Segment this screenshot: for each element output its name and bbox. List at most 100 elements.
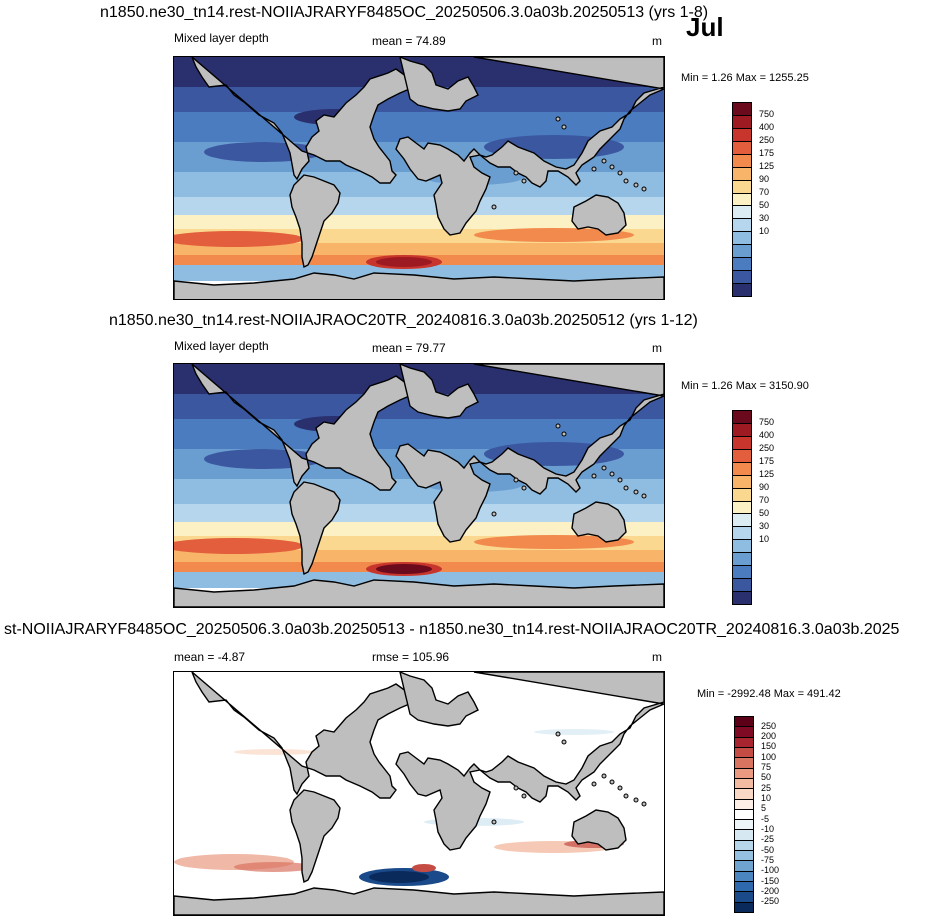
panel2-map <box>173 363 665 608</box>
colorbar-swatch <box>732 218 752 233</box>
island <box>633 182 639 188</box>
colorbar-tick-label: 70 <box>759 495 770 506</box>
colorbar-tick-label: -75 <box>761 854 775 865</box>
colorbar-swatch <box>732 166 752 181</box>
colorbar-tick-label: 10 <box>759 225 770 236</box>
panel1-mean-label: mean = 74.89 <box>372 34 446 48</box>
island <box>561 739 567 745</box>
colorbar-swatch <box>732 565 752 580</box>
colorbar-tick-label: 90 <box>759 482 770 493</box>
colorbar-tick-label: 175 <box>759 148 775 159</box>
island <box>561 431 567 437</box>
land-mass <box>399 364 479 419</box>
colorbar-tick-label: 25 <box>761 782 772 793</box>
land-mass <box>395 364 664 543</box>
world-map-mld-difference <box>174 672 664 915</box>
colorbar-tick-label: -5 <box>761 813 770 824</box>
island <box>591 473 597 479</box>
panel2-title: n1850.ne30_tn14.rest-NOIIAJRAOC20TR_2024… <box>109 312 698 329</box>
island <box>623 178 629 184</box>
panel2-minmax: Min = 1.26 Max = 3150.90 <box>681 380 809 392</box>
panel1-minmax: Min = 1.26 Max = 1255.25 <box>681 72 809 84</box>
land-mass <box>399 672 479 727</box>
colorbar-tick-label: 50 <box>761 772 772 783</box>
colorbar-swatch <box>732 153 752 168</box>
colorbar-swatch <box>732 552 752 567</box>
colorbar-tick-label: 10 <box>759 533 770 544</box>
island <box>609 164 615 170</box>
colorbar-tick-label: 400 <box>759 122 775 133</box>
island <box>617 170 623 176</box>
island <box>591 781 597 787</box>
island <box>601 158 607 164</box>
island <box>561 124 567 130</box>
colorbar-tick-label: 70 <box>759 187 770 198</box>
land-mass <box>571 501 627 543</box>
panel3-minmax: Min = -2992.48 Max = 491.42 <box>697 688 841 700</box>
colorbar-swatch <box>732 435 752 450</box>
island <box>491 204 497 210</box>
panel2-mean-label: mean = 79.77 <box>372 341 446 355</box>
panel3-units: m <box>652 650 662 664</box>
colorbar-tick-label: 50 <box>759 199 770 210</box>
panel2-variable-label: Mixed layer depth <box>174 339 269 353</box>
land-mass <box>174 887 664 915</box>
colorbar-tick-label: 30 <box>759 520 770 531</box>
colorbar-swatch <box>732 283 752 297</box>
colorbar-swatch <box>732 179 752 194</box>
panel3-colorbar: 250 200 150 100 75 50 25 10 5 -5 -10 -25 -50 -75 -100-… <box>734 716 814 913</box>
land-mass <box>174 579 664 607</box>
colorbar-tick-label: -25 <box>761 834 775 845</box>
colorbar-tick-label: 90 <box>759 174 770 185</box>
island <box>633 797 639 803</box>
island <box>609 779 615 785</box>
colorbar-tick-label: -200 <box>761 885 780 896</box>
colorbar-swatch <box>732 114 752 129</box>
island <box>513 170 519 176</box>
island <box>617 785 623 791</box>
colorbar-tick-label: 750 <box>759 417 775 428</box>
island <box>623 485 629 491</box>
colorbar-tick-label: -250 <box>761 896 780 907</box>
colorbar-swatch <box>732 231 752 246</box>
island <box>591 166 597 172</box>
colorbar-swatch <box>732 205 752 220</box>
island <box>491 819 497 825</box>
colorbar-swatch <box>732 578 752 593</box>
panel3-map <box>173 671 665 916</box>
island <box>521 178 527 184</box>
land-mass <box>395 672 664 851</box>
colorbar-tick-label: 50 <box>759 507 770 518</box>
colorbar-tick-label: 125 <box>759 161 775 172</box>
colorbar-tick-label: 750 <box>759 109 775 120</box>
land-mass <box>174 272 664 299</box>
panel1-variable-label: Mixed layer depth <box>174 31 269 45</box>
land-mass <box>289 174 341 269</box>
colorbar-tick-label: 30 <box>759 212 770 223</box>
colorbar-tick-label: 250 <box>759 443 775 454</box>
colorbar-tick-label: -150 <box>761 875 780 886</box>
island <box>601 773 607 779</box>
colorbar-swatch <box>732 539 752 554</box>
colorbar-tick-label: 150 <box>761 741 777 752</box>
colorbar-swatch <box>732 192 752 207</box>
colorbar-swatch <box>732 244 752 259</box>
colorbar-swatch <box>732 102 752 116</box>
island <box>601 465 607 471</box>
panel1-colorbar: 750 400 250 175 125 90 70 50 30 10 <box>732 102 812 297</box>
colorbar-swatch <box>732 270 752 285</box>
colorbar-swatch <box>732 500 752 515</box>
panel3-rmse-label: rmse = 105.96 <box>372 650 450 664</box>
land-mass <box>395 57 664 236</box>
land-mass <box>571 194 627 236</box>
panel1-units: m <box>652 34 662 48</box>
island <box>641 493 647 499</box>
land-mass <box>571 809 627 851</box>
colorbar-swatch <box>732 127 752 142</box>
panel3-mean-label: mean = -4.87 <box>174 650 246 664</box>
island <box>617 477 623 483</box>
land-mass <box>191 672 415 799</box>
colorbar-swatch <box>732 591 752 605</box>
colorbar-tick-label: -50 <box>761 844 775 855</box>
colorbar-swatch <box>732 448 752 463</box>
